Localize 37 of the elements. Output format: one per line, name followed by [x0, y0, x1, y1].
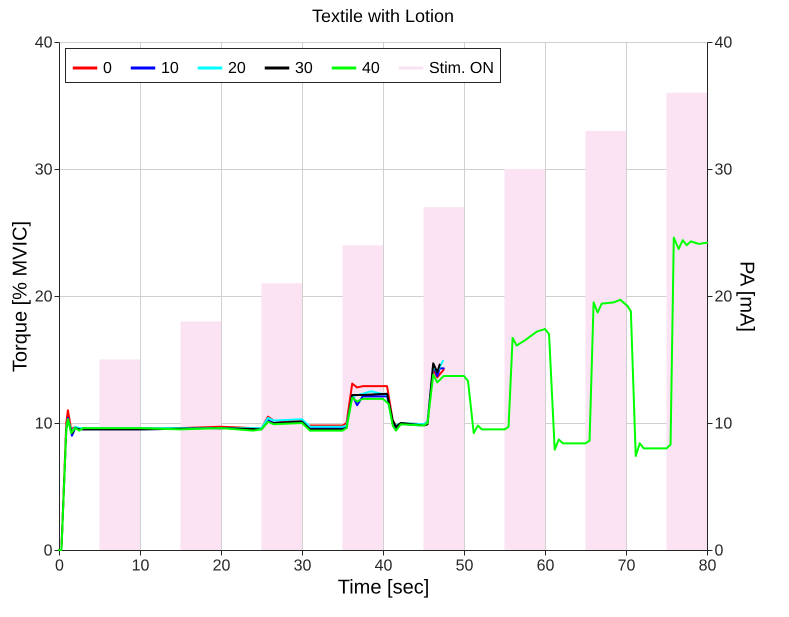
y2-tick-label: 20: [714, 288, 732, 306]
y2-axis-title: PA [mA]: [735, 261, 758, 332]
bar: [342, 245, 383, 550]
y2-tick-label: 30: [714, 162, 732, 178]
x-tick-label: 40: [374, 558, 392, 574]
bar: [180, 321, 221, 550]
y2-tick-label: 40: [714, 34, 732, 52]
legend-label: 0: [103, 60, 112, 77]
x-tick-label: 20: [212, 558, 230, 574]
bar: [586, 130, 626, 550]
legend-label: 30: [295, 60, 313, 77]
y-axis-title: Torque [% MVIC]: [10, 220, 32, 372]
x-tick-label: 80: [698, 558, 716, 574]
x-tick-label: 10: [132, 558, 150, 574]
y2-tick-label: 10: [714, 416, 732, 432]
legend-label: 20: [228, 60, 246, 77]
x-tick-label: 50: [456, 558, 474, 574]
bar: [100, 360, 140, 550]
x-tick-label: 70: [618, 558, 636, 574]
y-tick-label: 0: [44, 542, 53, 560]
x-tick-label: 0: [55, 558, 64, 574]
bar: [504, 169, 545, 550]
x-tick-label: 30: [294, 558, 312, 574]
bar: [424, 207, 464, 550]
legend-label: Stim. ON: [429, 60, 494, 77]
x-tick-label: 60: [536, 558, 554, 574]
y-tick-label: 10: [34, 416, 53, 432]
y-tick-label: 30: [34, 162, 53, 178]
legend-label: 40: [362, 60, 380, 77]
x-axis-title: Time [sec]: [338, 576, 430, 598]
y2-tick-label: 0: [714, 542, 724, 560]
y-tick-label: 20: [34, 288, 53, 306]
chart-title: Textile with Lotion: [312, 6, 454, 26]
bar: [666, 92, 707, 550]
bar: [262, 283, 302, 550]
y-tick-label: 40: [34, 34, 53, 52]
legend-label: 10: [161, 60, 179, 77]
